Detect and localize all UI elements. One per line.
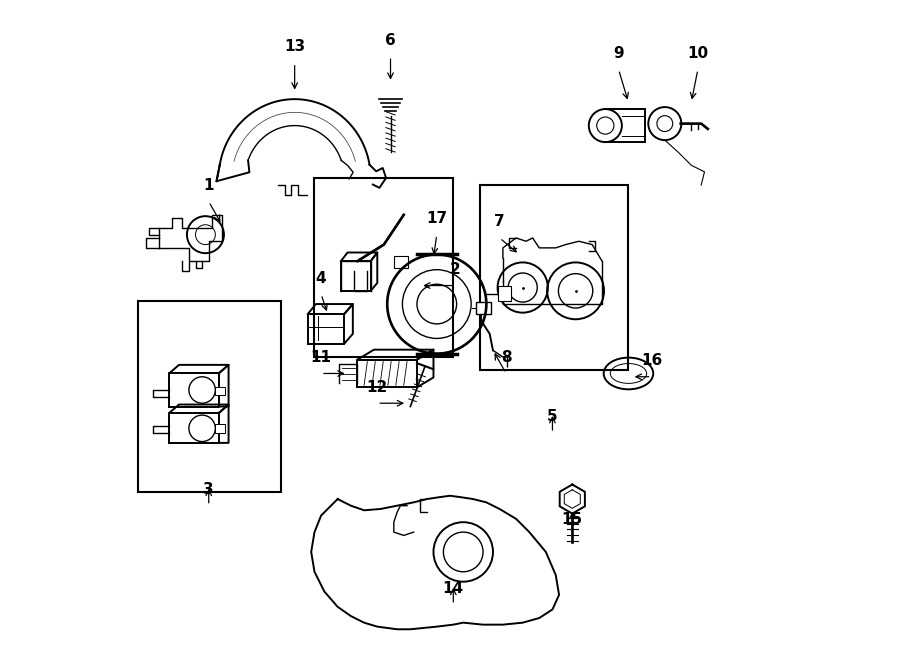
Bar — [499, 286, 511, 301]
Text: 17: 17 — [427, 211, 447, 226]
Text: 4: 4 — [316, 270, 327, 286]
Text: 13: 13 — [284, 39, 305, 54]
Bar — [138, 301, 282, 492]
Text: 5: 5 — [547, 409, 558, 424]
Bar — [314, 178, 454, 357]
Text: 8: 8 — [501, 350, 511, 365]
Text: 16: 16 — [641, 353, 662, 368]
Bar — [394, 256, 409, 268]
Text: 9: 9 — [613, 46, 624, 61]
Bar — [215, 387, 225, 395]
Text: 10: 10 — [688, 46, 708, 61]
Text: 15: 15 — [562, 512, 583, 527]
Bar — [476, 302, 491, 314]
Text: 6: 6 — [385, 32, 396, 48]
Bar — [215, 424, 225, 433]
Text: 12: 12 — [366, 379, 388, 395]
Text: 14: 14 — [443, 581, 464, 596]
Bar — [480, 185, 628, 370]
Text: 1: 1 — [203, 178, 214, 193]
Text: 7: 7 — [494, 214, 505, 229]
Text: 11: 11 — [310, 350, 331, 365]
Text: 2: 2 — [450, 262, 461, 277]
Text: 3: 3 — [203, 482, 214, 497]
